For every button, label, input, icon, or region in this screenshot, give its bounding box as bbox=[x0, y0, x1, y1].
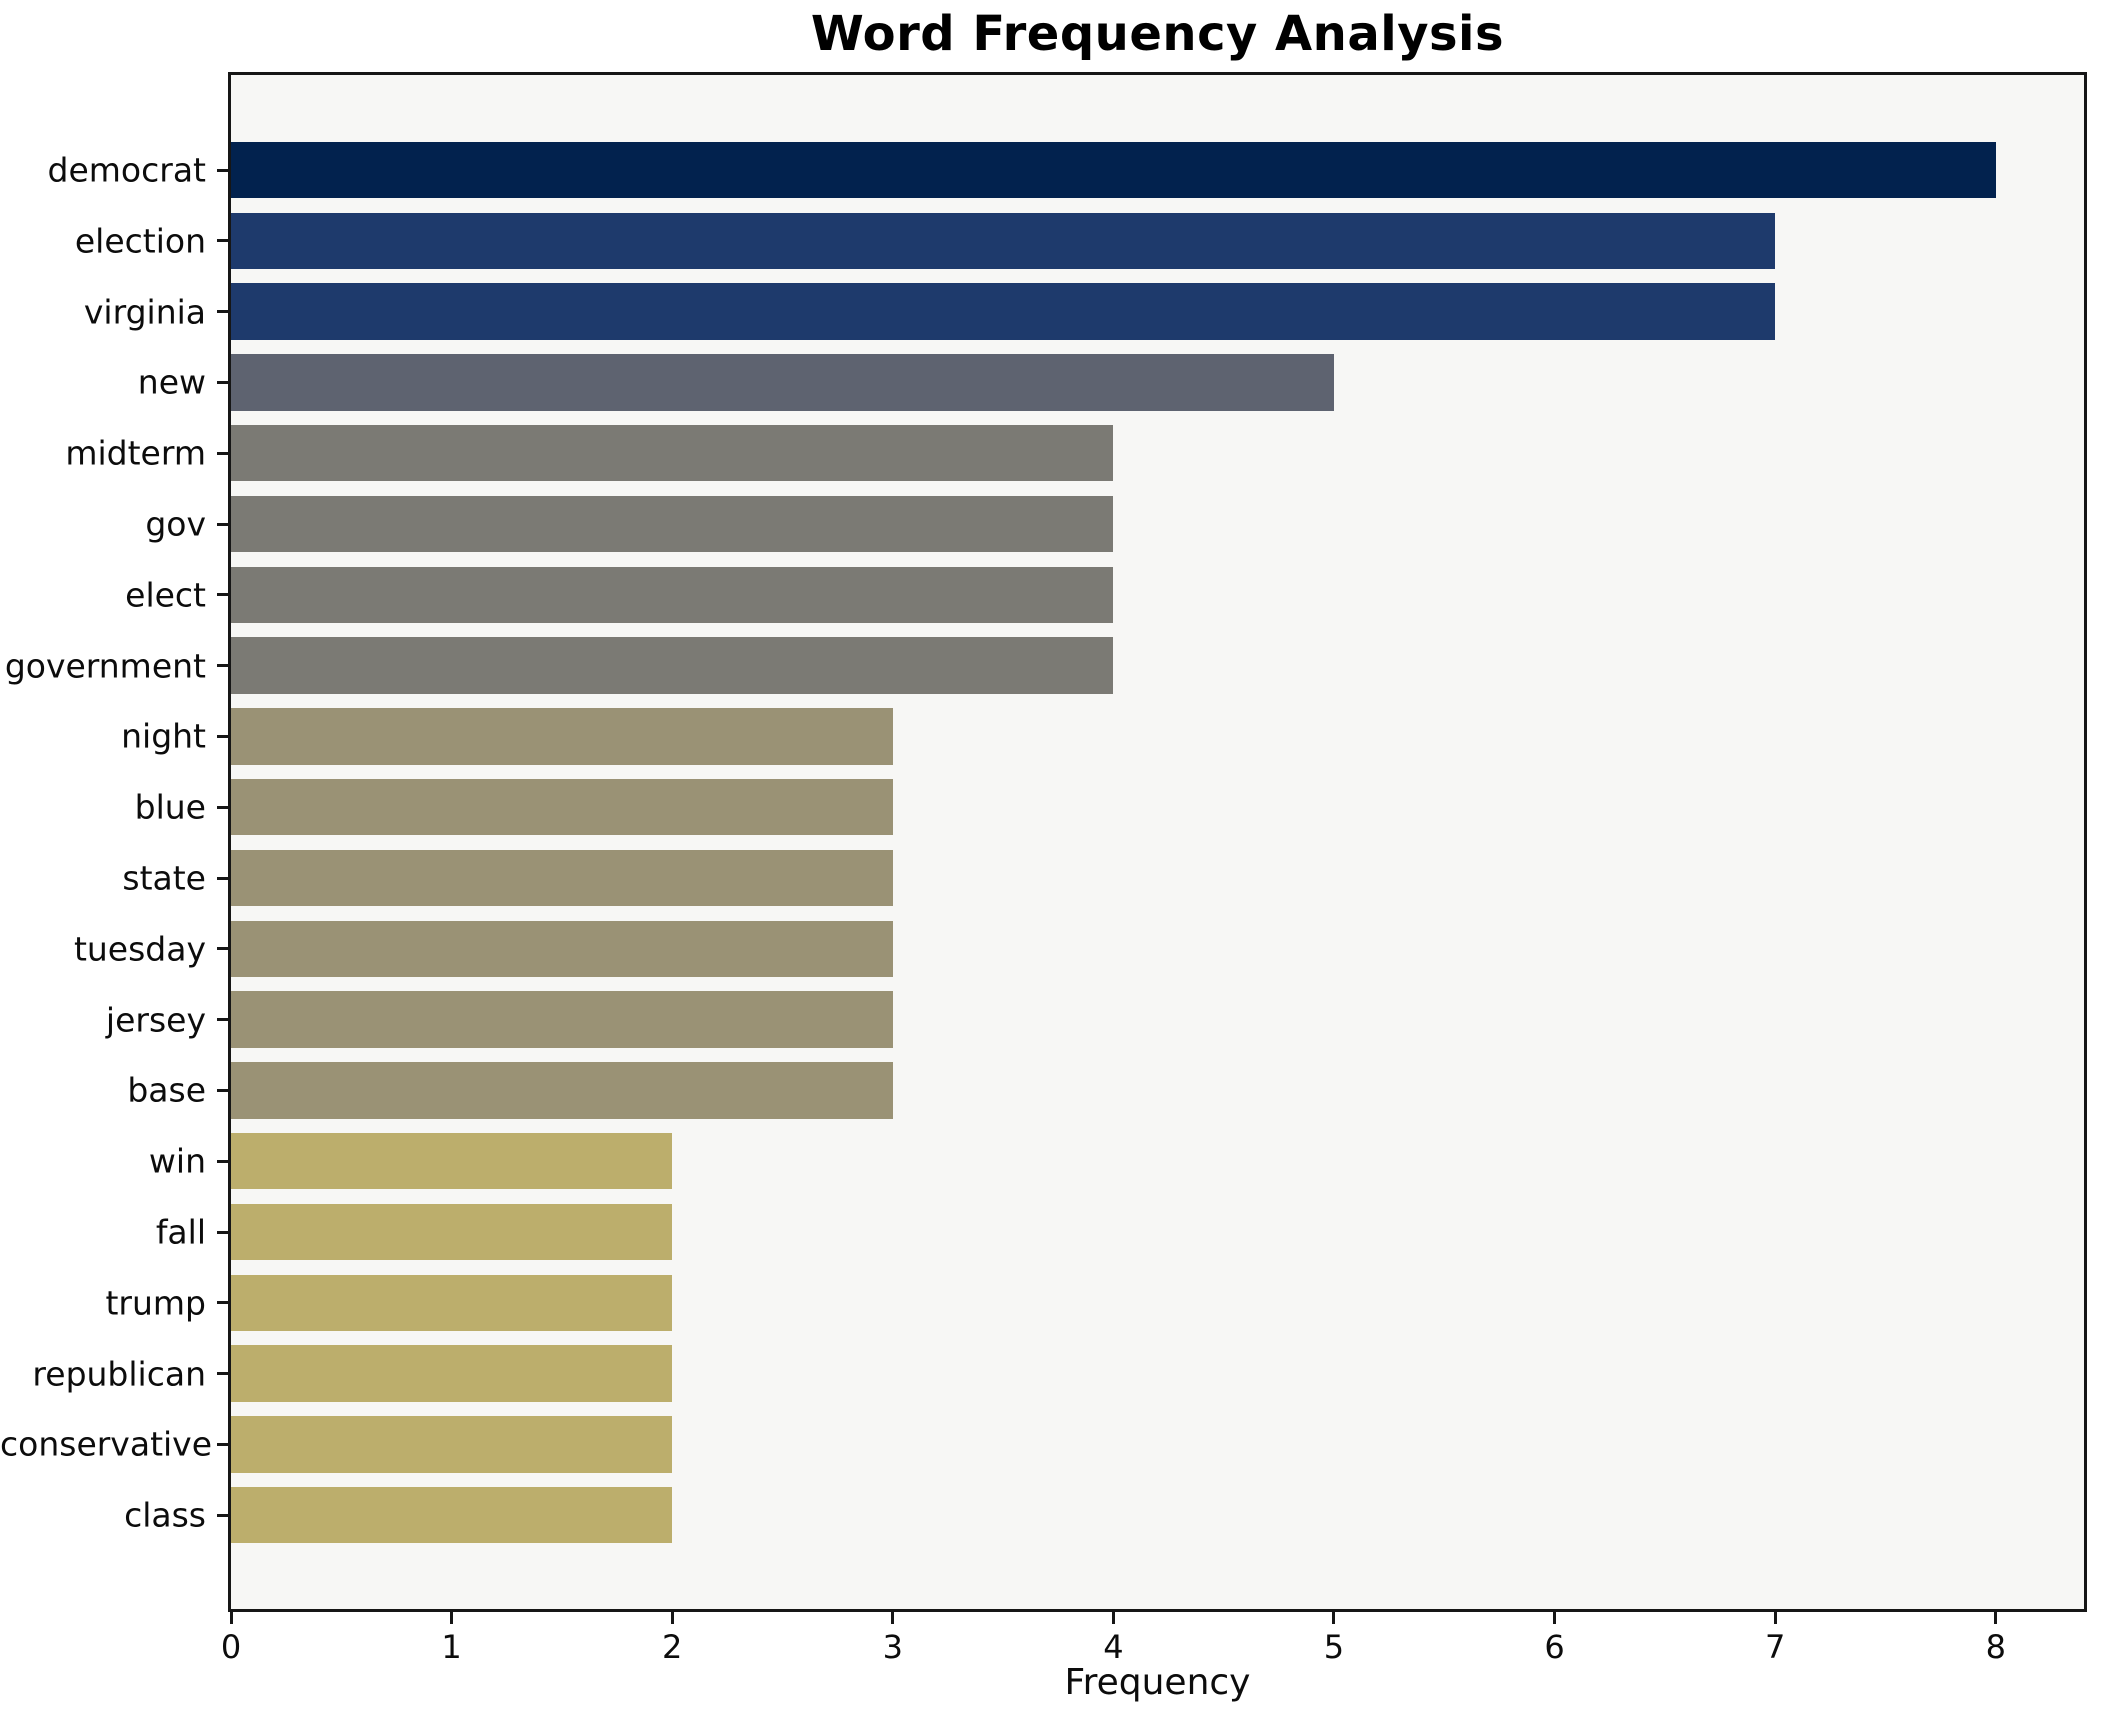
y-tick-label-virginia: virginia bbox=[83, 292, 206, 332]
y-tick-mark bbox=[217, 239, 228, 243]
bar-class bbox=[231, 1486, 673, 1544]
bar-base bbox=[231, 1062, 893, 1119]
x-tick-label-3: 3 bbox=[882, 1628, 903, 1666]
y-tick-mark bbox=[217, 734, 228, 738]
y-tick-mark bbox=[217, 1442, 228, 1446]
y-tick-mark bbox=[217, 380, 228, 384]
x-tick-mark bbox=[1994, 1612, 1998, 1624]
y-tick-mark bbox=[217, 876, 228, 880]
bar-election bbox=[231, 212, 1776, 270]
y-tick-label-night: night bbox=[121, 716, 206, 756]
bar-elect bbox=[231, 566, 1114, 624]
y-tick-mark bbox=[217, 805, 228, 809]
x-tick-mark bbox=[1553, 1612, 1557, 1624]
y-tick-label-trump: trump bbox=[105, 1283, 206, 1323]
y-tick-label-election: election bbox=[74, 221, 206, 261]
x-tick-label-0: 0 bbox=[220, 1628, 242, 1666]
y-tick-label-win: win bbox=[148, 1141, 206, 1181]
y-tick-mark bbox=[217, 1372, 228, 1376]
y-tick-label-blue: blue bbox=[134, 787, 206, 827]
y-tick-mark bbox=[217, 1513, 228, 1517]
y-tick-label-government: government bbox=[4, 646, 206, 686]
y-tick-label-conservative: conservative bbox=[0, 1424, 213, 1464]
bar-win bbox=[231, 1132, 673, 1190]
y-tick-mark bbox=[217, 1088, 228, 1092]
x-tick-mark bbox=[450, 1612, 454, 1624]
y-tick-label-tuesday: tuesday bbox=[73, 929, 206, 969]
x-tick-mark bbox=[1111, 1612, 1115, 1624]
x-tick-mark bbox=[1773, 1612, 1777, 1624]
y-tick-label-fall: fall bbox=[155, 1212, 206, 1252]
y-tick-label-class: class bbox=[124, 1495, 206, 1535]
bar-republican bbox=[231, 1345, 673, 1402]
x-tick-label-4: 4 bbox=[1103, 1628, 1124, 1666]
bar-fall bbox=[231, 1203, 673, 1261]
bar-trump bbox=[231, 1274, 673, 1332]
plot-area bbox=[228, 72, 2087, 1612]
bar-tuesday bbox=[231, 920, 893, 978]
bar-conservative bbox=[231, 1416, 673, 1473]
y-tick-mark bbox=[217, 593, 228, 597]
y-tick-label-new: new bbox=[137, 362, 206, 402]
y-tick-mark bbox=[217, 1301, 228, 1305]
y-tick-label-jersey: jersey bbox=[105, 1000, 206, 1040]
x-tick-mark bbox=[891, 1612, 895, 1624]
x-tick-label-8: 8 bbox=[1985, 1628, 2006, 1666]
bar-state bbox=[231, 849, 893, 907]
x-tick-label-5: 5 bbox=[1323, 1628, 1345, 1666]
y-tick-mark bbox=[217, 1018, 228, 1022]
bar-gov bbox=[231, 495, 1114, 553]
y-tick-label-state: state bbox=[122, 858, 206, 898]
bar-new bbox=[231, 354, 1334, 411]
y-tick-mark bbox=[217, 1159, 228, 1163]
bar-jersey bbox=[231, 991, 893, 1048]
y-tick-mark bbox=[217, 664, 228, 668]
x-axis-label: Frequency bbox=[1064, 1662, 1251, 1703]
x-tick-label-6: 6 bbox=[1544, 1628, 1565, 1666]
y-tick-mark bbox=[217, 451, 228, 455]
y-tick-mark bbox=[217, 947, 228, 951]
chart-title: Word Frequency Analysis bbox=[810, 6, 1505, 62]
y-tick-mark bbox=[217, 310, 228, 314]
y-tick-label-republican: republican bbox=[32, 1354, 206, 1394]
x-tick-mark bbox=[670, 1612, 674, 1624]
y-tick-mark bbox=[217, 168, 228, 172]
bar-night bbox=[231, 708, 893, 765]
bar-midterm bbox=[231, 424, 1114, 482]
bar-virginia bbox=[231, 283, 1776, 340]
y-tick-mark bbox=[217, 1230, 228, 1234]
x-tick-label-2: 2 bbox=[662, 1628, 683, 1666]
bar-blue bbox=[231, 778, 893, 836]
x-tick-mark bbox=[229, 1612, 233, 1624]
x-tick-mark bbox=[1332, 1612, 1336, 1624]
y-tick-label-midterm: midterm bbox=[65, 433, 206, 473]
x-tick-label-1: 1 bbox=[441, 1628, 462, 1666]
y-tick-label-gov: gov bbox=[145, 504, 206, 544]
y-tick-label-democrat: democrat bbox=[47, 150, 206, 190]
bar-democrat bbox=[231, 141, 1996, 199]
x-tick-label-7: 7 bbox=[1764, 1628, 1786, 1666]
bar-government bbox=[231, 637, 1114, 694]
y-tick-label-base: base bbox=[127, 1070, 206, 1110]
y-tick-label-elect: elect bbox=[125, 575, 206, 615]
y-tick-mark bbox=[217, 522, 228, 526]
